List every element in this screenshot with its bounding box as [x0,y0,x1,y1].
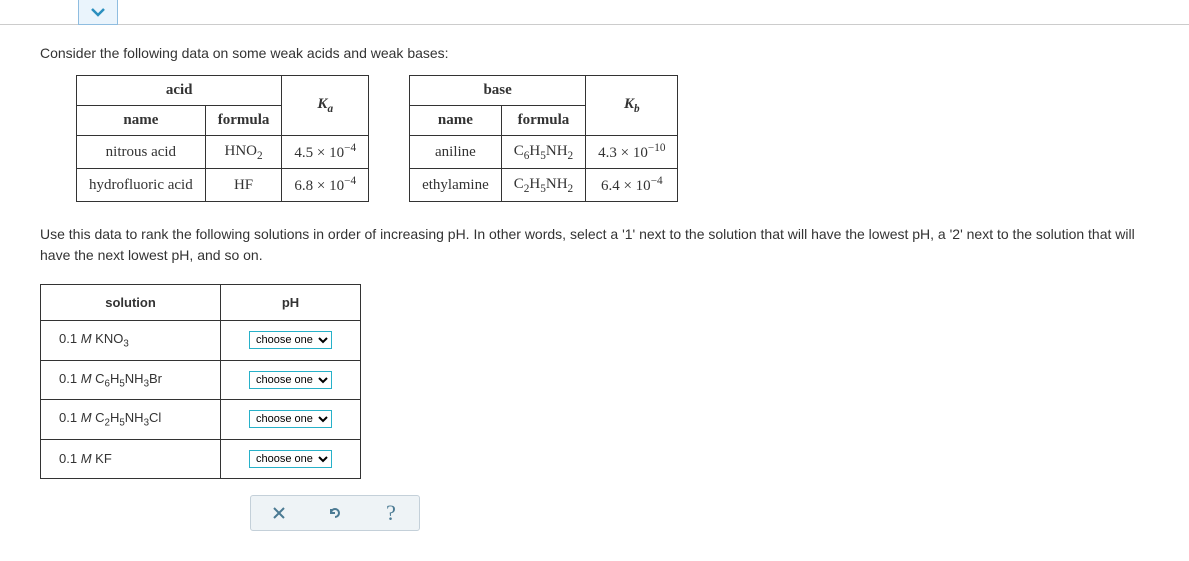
acid-name-header: name [77,106,206,136]
undo-icon [327,505,343,521]
help-icon: ? [386,500,396,526]
ph-select[interactable]: choose one [249,410,332,428]
table-row: hydrofluoric acid HF 6.8 × 10−4 [77,169,369,202]
answer-table: solution pH 0.1 M KNO3 choose one 0.1 M … [40,284,361,479]
answer-rows: 0.1 M KNO3 choose one 0.1 M C6H5NH3Br ch… [41,321,361,479]
acid-k-cell: 6.8 × 10−4 [282,169,369,202]
acid-formula-header: formula [205,106,282,136]
base-k-cell: 4.3 × 10−10 [586,136,678,169]
table-row: 0.1 M KF choose one [41,439,361,478]
close-icon [272,506,286,520]
ph-select-cell: choose one [221,439,361,478]
base-name-header: name [410,106,502,136]
solution-header: solution [41,285,221,321]
action-bar: ? [250,495,420,531]
prompt-text: Consider the following data on some weak… [40,45,1149,61]
acid-formula-cell: HNO2 [205,136,282,169]
help-button[interactable]: ? [379,501,403,525]
ph-select[interactable]: choose one [249,450,332,468]
ph-header: pH [221,285,361,321]
ph-select-cell: choose one [221,321,361,361]
chevron-down-icon [90,7,106,17]
ka-header: Ka [282,76,369,136]
table-row: 0.1 M KNO3 choose one [41,321,361,361]
question-content: Consider the following data on some weak… [0,25,1189,561]
acid-table: acid Ka name formula nitrous acid HNO2 4… [76,75,369,202]
acid-k-cell: 4.5 × 10−4 [282,136,369,169]
table-row: aniline C6H5NH2 4.3 × 10−10 [410,136,678,169]
acid-name-cell: hydrofluoric acid [77,169,206,202]
base-name-cell: ethylamine [410,169,502,202]
collapse-toggle[interactable] [78,0,118,25]
ph-select-cell: choose one [221,360,361,400]
base-name-cell: aniline [410,136,502,169]
clear-button[interactable] [267,501,291,525]
base-k-cell: 6.4 × 10−4 [586,169,678,202]
solution-cell: 0.1 M C2H5NH3Cl [41,400,221,440]
ph-select[interactable]: choose one [249,331,332,349]
solution-cell: 0.1 M C6H5NH3Br [41,360,221,400]
acid-name-cell: nitrous acid [77,136,206,169]
base-formula-cell: C2H5NH2 [501,169,585,202]
tab-bar [0,0,1189,25]
solution-cell: 0.1 M KNO3 [41,321,221,361]
base-table: base Kb name formula aniline C6H5NH2 4.3… [409,75,678,202]
table-row: nitrous acid HNO2 4.5 × 10−4 [77,136,369,169]
base-formula-cell: C6H5NH2 [501,136,585,169]
table-row: 0.1 M C6H5NH3Br choose one [41,360,361,400]
acid-header: acid [77,76,282,106]
ph-select[interactable]: choose one [249,371,332,389]
acid-rows: nitrous acid HNO2 4.5 × 10−4 hydrofluori… [77,136,369,202]
table-row: ethylamine C2H5NH2 6.4 × 10−4 [410,169,678,202]
ph-select-cell: choose one [221,400,361,440]
instruction-text: Use this data to rank the following solu… [40,224,1149,266]
acid-formula-cell: HF [205,169,282,202]
kb-header: Kb [586,76,678,136]
data-tables-row: acid Ka name formula nitrous acid HNO2 4… [76,75,1149,202]
base-formula-header: formula [501,106,585,136]
solution-cell: 0.1 M KF [41,439,221,478]
base-header: base [410,76,586,106]
table-row: 0.1 M C2H5NH3Cl choose one [41,400,361,440]
base-rows: aniline C6H5NH2 4.3 × 10−10 ethylamine C… [410,136,678,202]
reset-button[interactable] [323,501,347,525]
